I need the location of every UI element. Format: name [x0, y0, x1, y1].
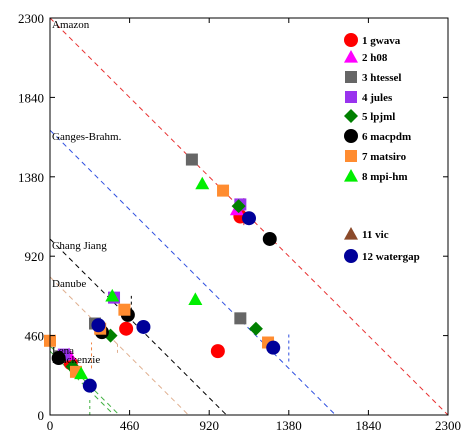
data-point — [118, 303, 131, 316]
legend-label: 4 jules — [362, 92, 393, 104]
legend-label: 7 matsiro — [362, 151, 407, 163]
basin-line — [49, 276, 189, 416]
legend-marker — [344, 129, 358, 143]
x-tick-label: 920 — [199, 418, 219, 433]
legend-marker — [345, 91, 357, 103]
y-tick-label: 920 — [25, 249, 45, 264]
legend-label: 1 gwava — [362, 35, 401, 47]
data-point — [195, 176, 210, 190]
data-point — [262, 231, 277, 246]
data-point — [217, 184, 230, 197]
basin-line — [49, 129, 336, 416]
data-point — [105, 288, 120, 302]
data-point — [82, 378, 97, 393]
data-point — [136, 319, 151, 334]
data-point — [185, 153, 198, 166]
data-point — [266, 340, 281, 355]
y-tick-label: 460 — [25, 329, 45, 344]
data-point — [188, 292, 203, 305]
basin-labels: Amazon Ganges-Brahm. Chang Jiang Danube Lena… — [52, 19, 122, 366]
legend-marker — [344, 249, 358, 263]
legend-label: 8 mpi-hm — [362, 171, 408, 183]
basin-label: Chang Jiang — [52, 240, 107, 252]
axes: 00 460 460 920 920 1380 1380 1840 1840 2300 2300 — [18, 11, 461, 433]
basin-line — [49, 238, 227, 416]
legend-label: 5 lpjml — [362, 111, 395, 123]
data-points — [44, 153, 281, 393]
x-tick-label: 460 — [120, 418, 140, 433]
legend-marker — [344, 33, 358, 47]
y-tick-label: 0 — [38, 408, 45, 423]
legend-marker — [344, 109, 358, 123]
basin-label: Amazon — [52, 19, 90, 31]
legend-label: 3 htessel — [362, 72, 401, 84]
data-point — [210, 344, 225, 359]
x-tick-label: 0 — [47, 418, 54, 433]
y-tick-label: 1840 — [18, 90, 44, 105]
data-point — [91, 318, 106, 333]
legend-marker — [344, 169, 358, 182]
legend: 1 gwava 2 h08 3 htessel 4 jules 5 lpjml 6 mac… — [344, 33, 420, 263]
basin-label: Danube — [52, 278, 86, 290]
y-tick-label: 1380 — [18, 170, 44, 185]
legend-label: 11 vic — [362, 229, 389, 241]
data-point — [74, 366, 89, 380]
x-tick-label: 2300 — [435, 418, 461, 433]
legend-marker — [345, 71, 357, 83]
data-point — [119, 321, 134, 336]
legend-marker — [345, 150, 357, 162]
legend-marker — [344, 50, 358, 63]
data-point — [234, 312, 247, 325]
data-point — [248, 321, 263, 336]
basin-label: Mackenzie — [52, 354, 100, 366]
basin-label: Lena — [52, 345, 74, 357]
x-tick-label: 1380 — [276, 418, 302, 433]
y-tick-label: 2300 — [18, 11, 44, 26]
legend-marker — [344, 227, 358, 240]
data-point — [231, 199, 246, 214]
basin-line — [49, 350, 115, 416]
legend-label: 2 h08 — [362, 52, 388, 64]
basin-label: Ganges-Brahm. — [52, 131, 122, 143]
data-point — [51, 351, 66, 366]
data-point — [242, 211, 256, 226]
basin-line — [49, 345, 120, 416]
x-tick-label: 1840 — [355, 418, 381, 433]
legend-label: 12 watergap — [362, 251, 420, 263]
plot-frame — [49, 17, 449, 416]
legend-label: 6 macpdm — [362, 131, 411, 143]
